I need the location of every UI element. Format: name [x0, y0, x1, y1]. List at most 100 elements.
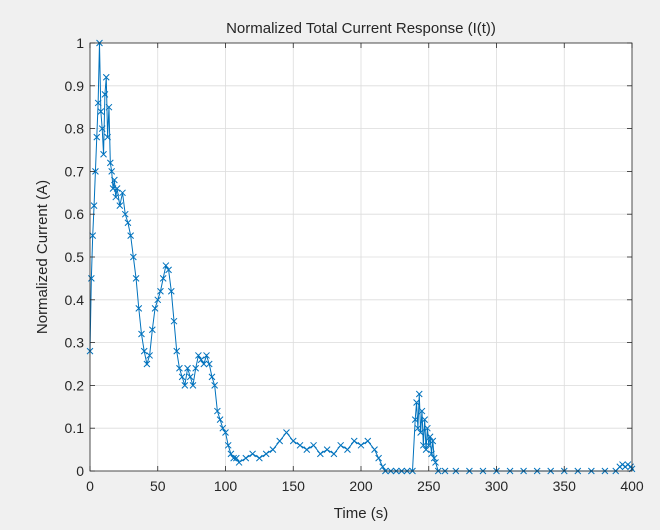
data-point-marker — [224, 441, 232, 449]
data-point-marker — [105, 103, 113, 111]
data-point-marker — [344, 446, 351, 453]
x-tick-label: 400 — [620, 478, 644, 494]
data-point-marker — [102, 73, 110, 81]
data-point-marker — [419, 441, 427, 449]
data-point-marker — [227, 450, 235, 458]
data-point-marker — [283, 429, 290, 436]
data-point-marker — [371, 446, 378, 453]
data-point-marker — [88, 275, 95, 282]
data-point-marker — [111, 176, 118, 184]
data-point-marker — [357, 441, 365, 449]
data-point-marker — [432, 459, 439, 466]
data-point-marker — [364, 437, 372, 445]
data-point-marker — [189, 382, 197, 389]
data-point-marker — [330, 450, 338, 458]
data-point-marker — [162, 262, 170, 269]
data-point-marker — [222, 429, 229, 436]
data-point-marker — [159, 275, 167, 282]
data-point-marker — [151, 305, 159, 312]
data-point-marker — [148, 326, 156, 334]
data-point-marker — [337, 441, 345, 449]
data-point-marker — [415, 390, 423, 398]
y-tick-label: 0.3 — [65, 335, 85, 351]
data-point-marker — [411, 416, 419, 423]
y-tick-label: 0.9 — [65, 78, 85, 94]
x-tick-label: 300 — [485, 478, 509, 494]
data-point-marker — [413, 399, 420, 406]
data-point-marker — [93, 133, 101, 141]
y-tick-label: 0.5 — [65, 249, 85, 265]
data-point-marker — [426, 433, 434, 441]
data-point-marker — [116, 202, 124, 209]
x-tick-label: 50 — [150, 478, 166, 494]
data-point-marker — [104, 133, 111, 141]
data-point-marker — [92, 168, 99, 175]
y-tick-label: 0.8 — [65, 121, 85, 137]
y-tick-label: 1 — [76, 35, 84, 51]
y-tick-label: 0.1 — [65, 420, 85, 436]
data-point-marker — [100, 150, 107, 158]
data-point-marker — [235, 459, 243, 466]
data-point-marker — [256, 454, 263, 462]
data-point-marker — [127, 232, 135, 239]
y-tick-label: 0.7 — [65, 163, 85, 179]
data-point-marker — [195, 352, 202, 359]
y-axis-label: Normalized Current (A) — [34, 180, 51, 334]
data-point-marker — [430, 454, 438, 462]
data-point-marker — [97, 108, 105, 115]
data-point-marker — [173, 347, 181, 355]
x-tick-label: 150 — [282, 478, 306, 494]
data-point-marker — [157, 287, 164, 295]
data-point-marker — [135, 305, 143, 312]
data-point-marker — [269, 446, 277, 453]
chart-title: Normalized Total Current Response (I(t)) — [226, 20, 496, 37]
data-point-marker — [101, 91, 109, 98]
x-axis-ticks: 0 50 100 150 200 250 300 350 400 — [86, 43, 644, 494]
data-point-marker — [140, 347, 148, 355]
data-point-marker — [424, 424, 431, 432]
data-point-marker — [323, 446, 331, 453]
data-point-marker — [232, 454, 240, 462]
data-point-marker — [214, 407, 221, 415]
data-point-marker — [132, 275, 140, 282]
data-point-marker — [146, 352, 153, 359]
data-point-marker — [108, 168, 116, 175]
data-point-marker — [143, 360, 151, 368]
data-point-marker — [167, 287, 175, 295]
data-point-marker — [113, 185, 121, 192]
data-point-marker — [165, 266, 172, 274]
data-point-marker — [350, 437, 358, 445]
data-point-marker — [121, 210, 129, 218]
data-point-marker — [184, 364, 191, 372]
y-axis-ticks: 0 0.1 0.2 0.3 0.4 0.5 0.6 0.7 0.8 0.9 1 — [65, 35, 632, 479]
data-point-marker — [112, 193, 120, 201]
data-point-marker — [119, 189, 126, 197]
y-tick-label: 0.6 — [65, 206, 85, 222]
data-point-marker — [90, 202, 98, 209]
data-point-marker — [98, 125, 106, 132]
data-point-marker — [203, 352, 210, 359]
data-point-marker — [216, 416, 224, 423]
data-point-marker — [219, 424, 227, 432]
data-point-marker — [249, 450, 256, 458]
data-point-marker — [379, 463, 387, 471]
data-point-marker — [154, 296, 162, 304]
data-point-marker — [242, 454, 250, 462]
x-tick-label: 250 — [417, 478, 441, 494]
data-point-marker — [200, 360, 208, 368]
y-tick-label: 0 — [76, 463, 84, 479]
data-point-marker — [192, 364, 200, 372]
data-point-marker — [197, 356, 205, 364]
x-tick-label: 100 — [214, 478, 238, 494]
data-point-marker — [428, 450, 435, 458]
data-point-marker — [186, 373, 194, 381]
data-point-marker — [316, 450, 324, 458]
data-point-marker — [89, 232, 97, 239]
x-tick-label: 350 — [553, 478, 577, 494]
data-point-marker — [262, 450, 270, 458]
data-point-marker — [310, 441, 317, 449]
grid-lines — [89, 42, 633, 472]
data-point-marker — [181, 382, 189, 389]
data-point-marker — [418, 407, 426, 415]
